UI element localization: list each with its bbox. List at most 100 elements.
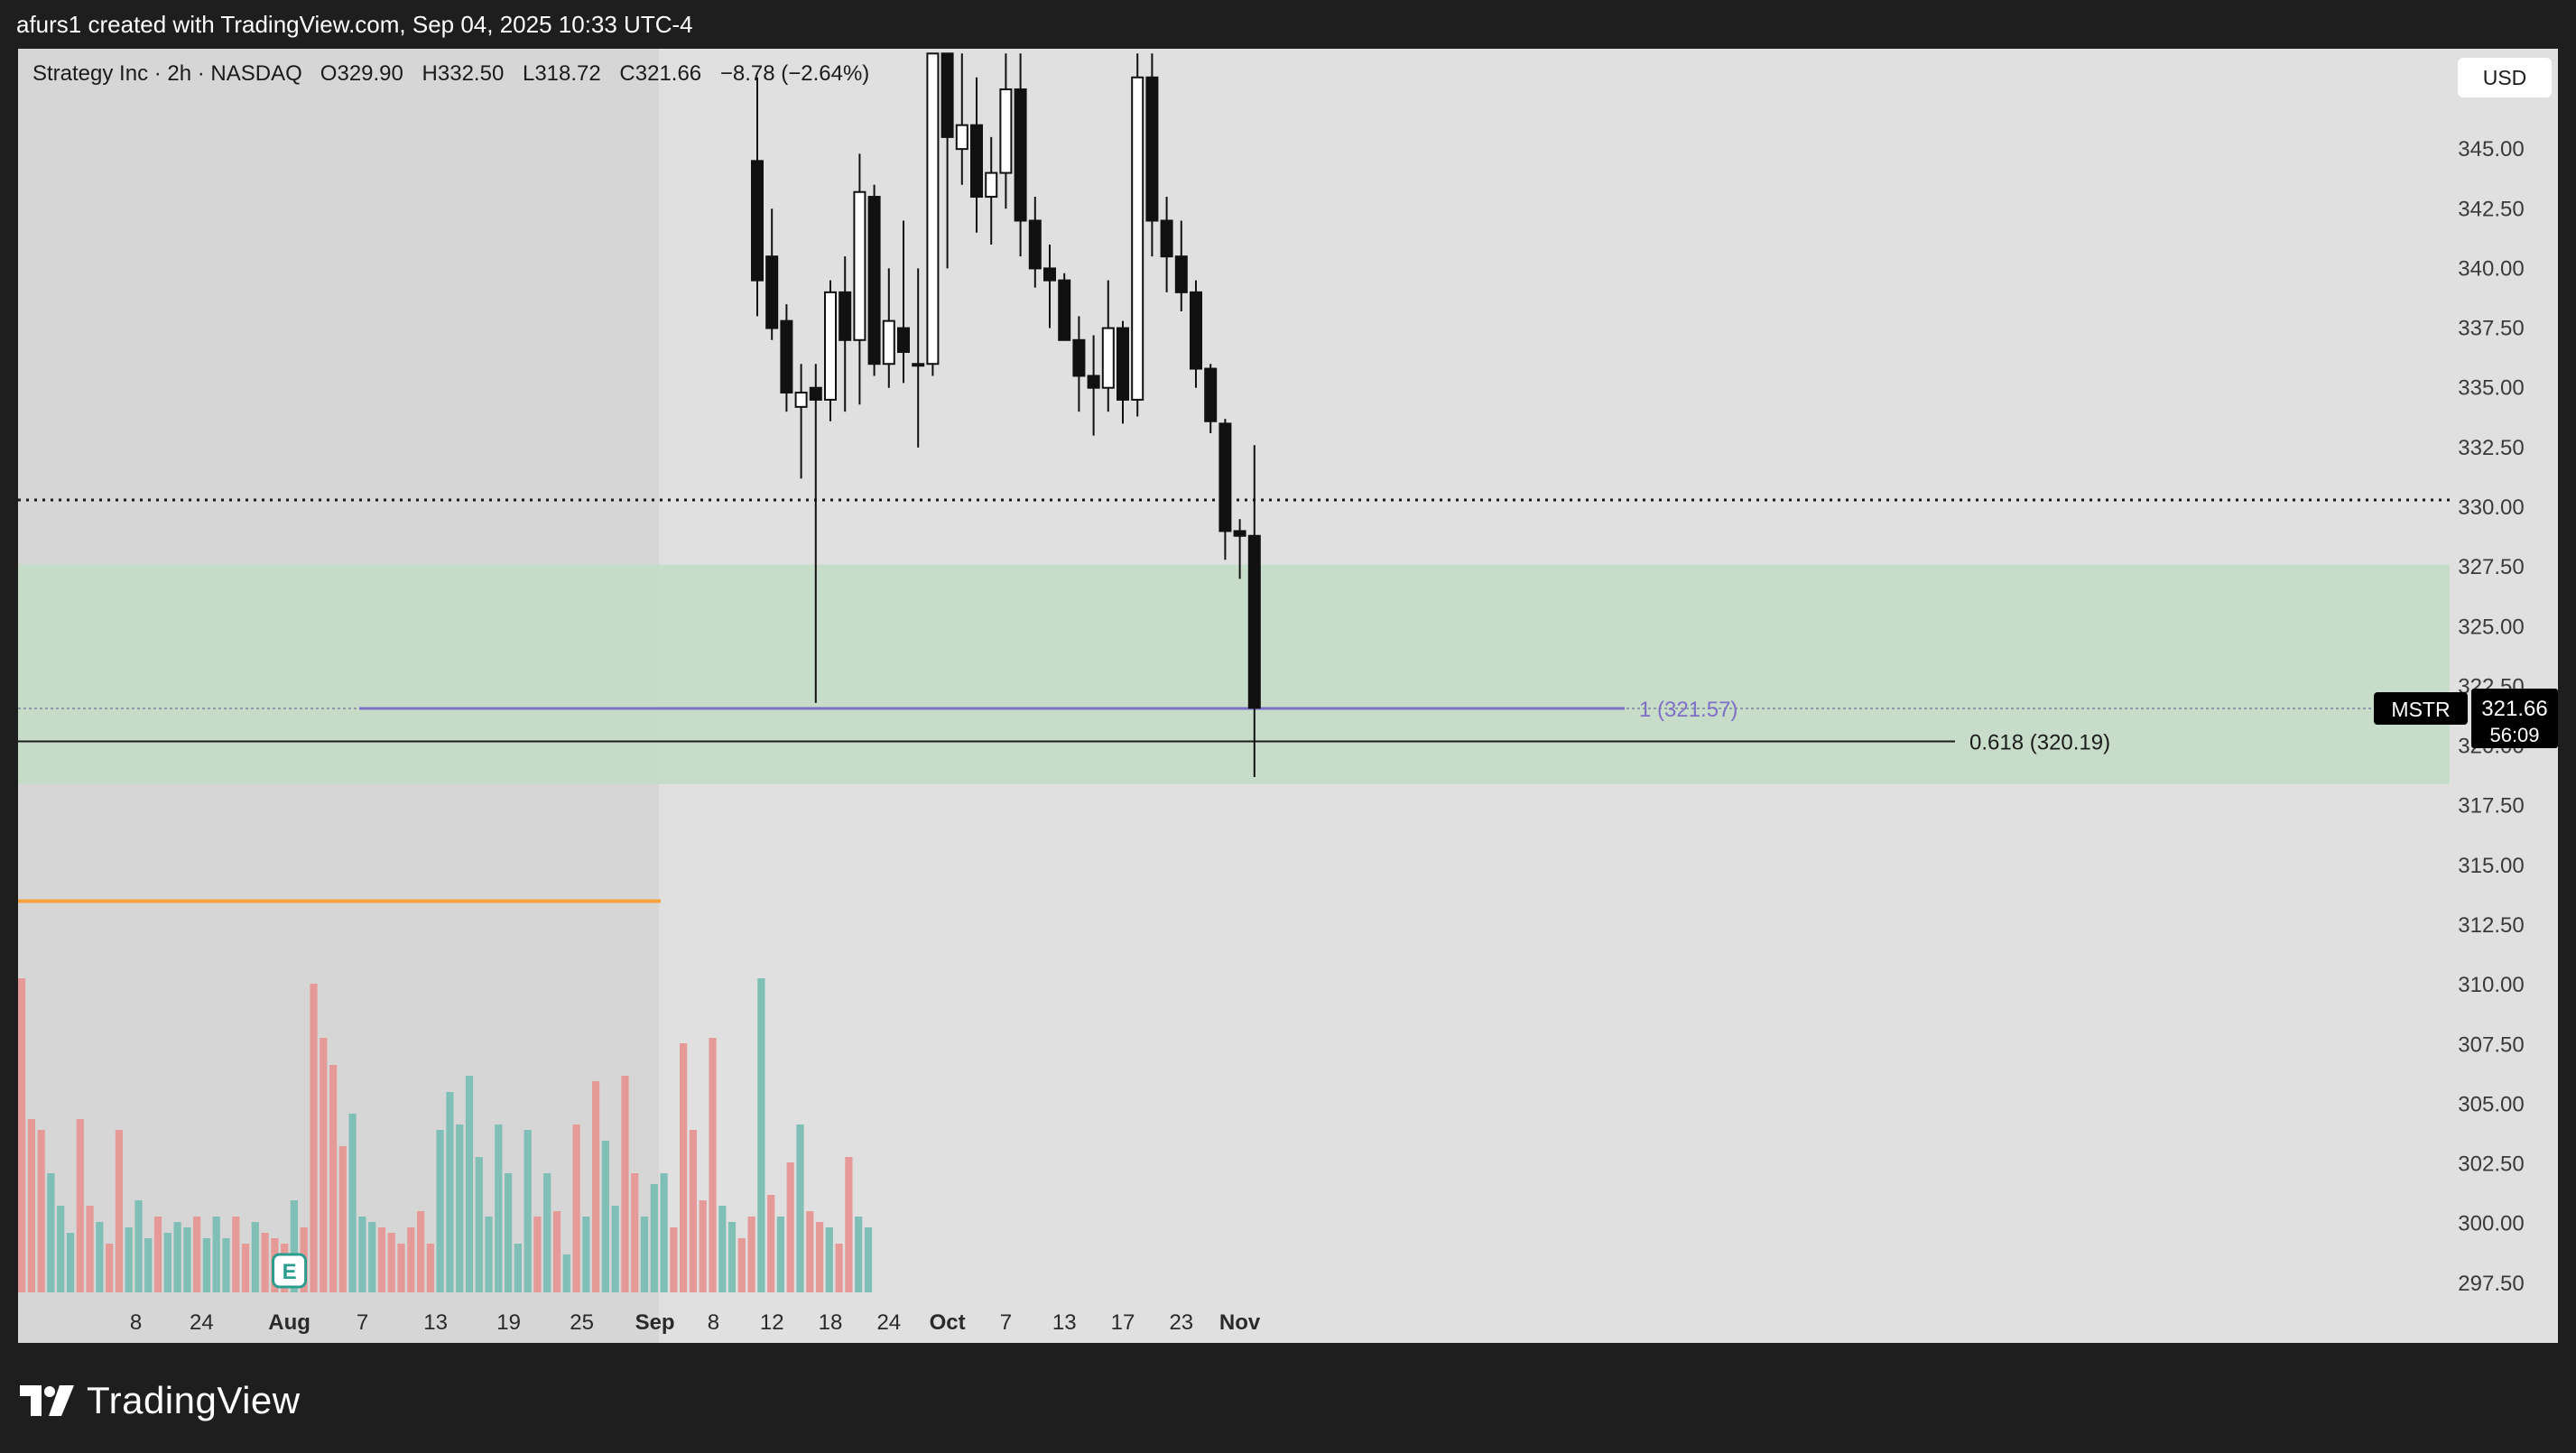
candle-body: [1190, 291, 1202, 370]
time-tick-label: 8: [708, 1310, 719, 1335]
volume-bar: [153, 1217, 162, 1292]
volume-bar: [845, 1157, 853, 1292]
volume-bar: [426, 1244, 434, 1292]
chart-area[interactable]: 1 (321.57) 0.618 (320.19) 345.00 342.50 340…: [18, 49, 2558, 1343]
price-tick-label: 332.50: [2458, 436, 2524, 460]
volume-bar: [232, 1217, 240, 1292]
candle: [1204, 364, 1218, 433]
volume-bar: [485, 1217, 493, 1292]
candle: [941, 52, 954, 269]
earnings-marker-box: [272, 1253, 308, 1289]
tradingview-logo-icon: [20, 1385, 74, 1416]
candle: [751, 77, 764, 317]
candle-body: [1247, 534, 1261, 709]
volume-bar: [562, 1254, 570, 1292]
candle-body: [1145, 76, 1159, 222]
volume-bar: [18, 978, 26, 1292]
candle: [985, 136, 998, 245]
volume-bar: [212, 1217, 220, 1292]
volume-bar: [533, 1217, 542, 1292]
volume-bar: [660, 1173, 668, 1292]
volume-bar: [261, 1233, 269, 1292]
time-tick-label: Aug: [268, 1310, 310, 1335]
symbol-name[interactable]: Strategy Inc · 2h · NASDAQ: [32, 61, 302, 86]
volume-bar: [825, 1227, 833, 1292]
volume-bar: [572, 1124, 580, 1292]
time-tick-label: 17: [1111, 1310, 1135, 1335]
price-tag-value: 321.66: [2481, 697, 2547, 721]
candle-body: [1160, 219, 1173, 258]
volume-bar: [864, 1227, 873, 1292]
price-tag-countdown: 56:09: [2489, 724, 2539, 746]
price-tick-label: 302.50: [2458, 1152, 2524, 1177]
candle: [853, 153, 866, 405]
candle-body: [985, 171, 998, 199]
price-tick-label: 325.00: [2458, 615, 2524, 639]
volume-bar: [66, 1233, 75, 1292]
volume-bar: [310, 984, 318, 1292]
high-value: 332.50: [437, 61, 505, 86]
volume-bar: [689, 1130, 697, 1292]
time-tick-label: 18: [819, 1310, 843, 1335]
currency-button[interactable]: USD: [2458, 58, 2552, 97]
time-tick-label: 8: [130, 1310, 142, 1335]
candle-body: [809, 386, 822, 401]
candle: [794, 364, 808, 479]
volume-bar: [465, 1076, 474, 1292]
volume-bar: [806, 1211, 814, 1292]
volume-bar: [495, 1124, 503, 1292]
candle-body: [794, 391, 808, 408]
candle: [1131, 53, 1144, 417]
candle-body: [999, 88, 1013, 174]
volume-bar: [251, 1222, 259, 1292]
volume-bar: [727, 1222, 737, 1292]
volume-bar: [222, 1238, 230, 1292]
candle-body: [867, 196, 881, 366]
volume-bar: [514, 1244, 522, 1292]
volume-bar: [183, 1227, 191, 1292]
volume-bar: [397, 1244, 405, 1292]
candle: [1058, 273, 1071, 341]
price-tick-label: 340.00: [2458, 256, 2524, 281]
volume-bar: [387, 1233, 395, 1292]
volume-bar: [241, 1244, 250, 1292]
volume-bar: [582, 1217, 590, 1292]
price-tick-label: 345.00: [2458, 137, 2524, 162]
candle-body: [751, 160, 764, 282]
candle-body: [897, 327, 910, 354]
volume-bar: [57, 1206, 65, 1292]
price-tick-label: 305.00: [2458, 1092, 2524, 1116]
time-tick-label: 12: [760, 1310, 784, 1335]
time-tick-label: 7: [357, 1310, 368, 1335]
close-value: 321.66: [635, 61, 702, 86]
candle-body: [926, 52, 940, 366]
candle: [912, 268, 925, 448]
volume-bar: [320, 1038, 328, 1292]
price-tick-label: 335.00: [2458, 376, 2524, 401]
price-chart[interactable]: 1 (321.57) 0.618 (320.19) 345.00 342.50 340…: [18, 49, 2558, 1343]
volume-bar: [27, 1119, 35, 1292]
candle: [1160, 197, 1173, 292]
volume-bar: [417, 1211, 425, 1292]
tradingview-logo[interactable]: TradingView: [20, 1379, 301, 1422]
candle: [824, 280, 837, 421]
volume-bar: [592, 1081, 600, 1292]
volume-bar: [106, 1244, 114, 1292]
volume-bar: [163, 1233, 171, 1292]
volume-bar: [47, 1173, 55, 1292]
low-label: L: [522, 61, 535, 86]
time-tick-label: 24: [876, 1310, 901, 1335]
volume-bar: [650, 1184, 658, 1292]
candle: [1043, 244, 1056, 329]
ohlc-legend: Strategy Inc · 2h · NASDAQ O329.90 H332.…: [32, 61, 869, 87]
volume-bar: [601, 1141, 609, 1292]
candle-body: [1204, 367, 1218, 422]
volume-bar: [144, 1238, 153, 1292]
candle-body: [1174, 255, 1188, 293]
volume-bar: [134, 1200, 143, 1292]
time-tick-label: 19: [496, 1310, 521, 1335]
time-tick-label: 7: [1000, 1310, 1012, 1335]
candle-body: [780, 319, 793, 393]
candle: [780, 304, 793, 412]
volume-bar: [193, 1217, 201, 1292]
